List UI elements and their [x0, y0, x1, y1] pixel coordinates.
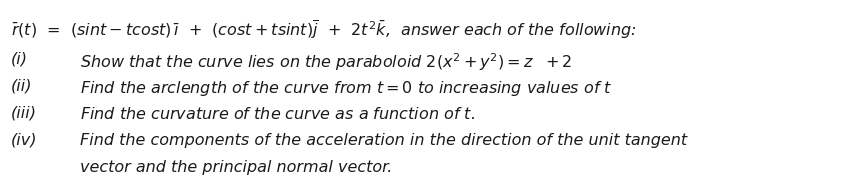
Text: Find the arclength of the curve from $t = 0$ to increasing values of $t$: Find the arclength of the curve from $t … — [79, 79, 612, 98]
Text: Show that the curve lies on the paraboloid $2(x^2 + y^2) = z\ \ +2$: Show that the curve lies on the parabolo… — [79, 52, 572, 73]
Text: $\bar{r}(t)$  =  $(sint - tcost)\,\bar{\imath}$  +  $(cost + tsint)\overline{j}$: $\bar{r}(t)$ = $(sint - tcost)\,\bar{\im… — [11, 19, 637, 42]
Text: (iii): (iii) — [11, 106, 37, 121]
Text: Find the curvature of the curve as a function of $t$.: Find the curvature of the curve as a fun… — [79, 106, 475, 122]
Text: (i): (i) — [11, 52, 29, 67]
Text: (ii): (ii) — [11, 79, 33, 94]
Text: vector and the principal normal vector.: vector and the principal normal vector. — [79, 160, 392, 175]
Text: (iv): (iv) — [11, 133, 38, 148]
Text: Find the components of the acceleration in the direction of the unit tangent: Find the components of the acceleration … — [79, 133, 687, 148]
